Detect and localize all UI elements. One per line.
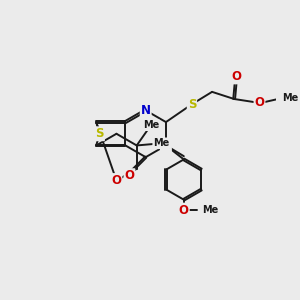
Text: N: N: [141, 104, 151, 117]
Text: O: O: [112, 174, 122, 187]
Text: O: O: [124, 169, 134, 182]
Text: Me: Me: [153, 138, 170, 148]
Text: N: N: [161, 139, 171, 152]
Text: Me: Me: [202, 205, 219, 215]
Text: O: O: [179, 204, 189, 217]
Text: S: S: [95, 127, 104, 140]
Text: Me: Me: [143, 120, 159, 130]
Text: S: S: [188, 98, 196, 111]
Text: O: O: [254, 96, 265, 109]
Text: O: O: [232, 70, 242, 83]
Text: Me: Me: [282, 93, 298, 103]
